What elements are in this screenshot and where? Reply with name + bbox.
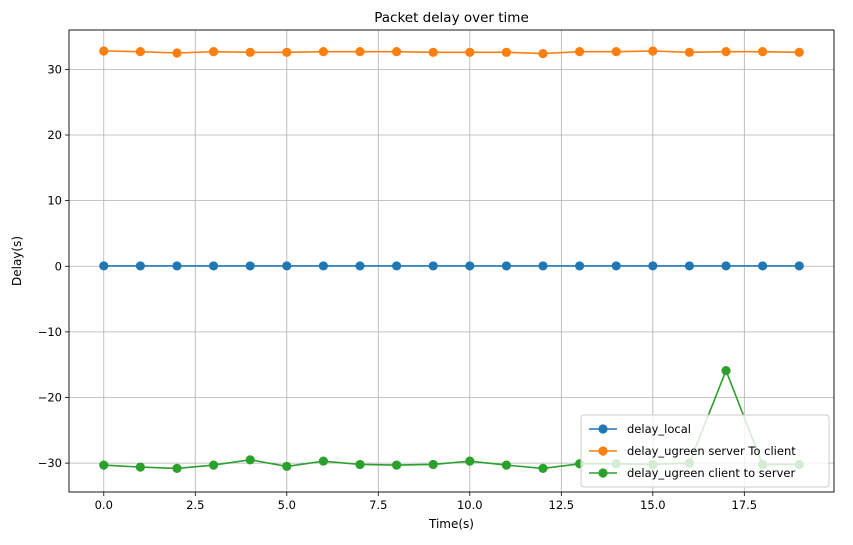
legend-marker — [598, 446, 608, 456]
data-point — [282, 261, 292, 271]
y-tick-label: 0 — [55, 259, 62, 273]
data-point — [721, 261, 731, 271]
data-point — [794, 47, 804, 57]
data-point — [135, 462, 145, 472]
data-point — [282, 461, 292, 472]
data-point — [208, 261, 219, 271]
data-point — [99, 46, 109, 56]
legend-item: delay_local — [589, 422, 691, 436]
data-point — [684, 261, 695, 271]
data-point — [428, 47, 438, 57]
data-point — [245, 455, 255, 465]
data-point — [208, 47, 219, 57]
data-point — [99, 460, 109, 470]
data-point — [758, 47, 768, 57]
data-point — [538, 49, 548, 59]
data-point — [684, 47, 695, 57]
data-point — [391, 460, 402, 470]
data-point — [465, 261, 475, 271]
series-line — [103, 50, 800, 55]
data-point — [245, 47, 255, 57]
data-point — [391, 47, 402, 57]
legend-marker — [598, 468, 608, 478]
data-point — [721, 365, 731, 376]
data-point — [318, 456, 328, 466]
data-point — [208, 460, 219, 470]
data-point — [501, 460, 512, 470]
x-tick-label: 0.0 — [95, 498, 113, 512]
data-point — [428, 459, 438, 470]
legend-label: delay_local — [627, 422, 691, 436]
x-axis-label: Time(s) — [428, 517, 474, 531]
data-point — [794, 261, 804, 271]
data-point — [99, 261, 109, 271]
data-point — [465, 456, 475, 466]
x-tick-label: 17.5 — [732, 498, 758, 512]
grid — [69, 30, 834, 492]
y-tick-label: −10 — [38, 325, 62, 339]
y-tick-label: 10 — [47, 194, 62, 208]
data-point — [172, 48, 182, 58]
data-point — [355, 261, 365, 271]
y-tick-label: 20 — [47, 128, 62, 142]
legend-item: delay_ugreen client to server — [589, 466, 795, 480]
data-point — [721, 47, 731, 57]
series-1 — [99, 261, 804, 271]
x-tick-label: 10.0 — [457, 498, 483, 512]
data-point — [245, 261, 255, 271]
data-point — [575, 47, 585, 57]
data-point — [355, 459, 365, 470]
x-tick-label: 5.0 — [278, 498, 296, 512]
data-point — [391, 261, 402, 271]
data-point — [758, 261, 768, 271]
y-axis-label: Delay(s) — [10, 236, 24, 286]
y-tick-label: −20 — [38, 391, 62, 405]
data-point — [648, 261, 658, 271]
legend-marker — [598, 424, 608, 434]
data-point — [318, 47, 328, 57]
data-point — [538, 261, 548, 271]
y-tick-label: −30 — [38, 456, 62, 470]
x-tick-label: 12.5 — [549, 498, 575, 512]
legend: delay_local delay_ugreen server To client… — [580, 414, 830, 488]
plot-frame — [68, 29, 835, 493]
data-point — [611, 261, 621, 271]
data-point — [501, 47, 512, 57]
data-point — [428, 261, 438, 271]
data-point — [172, 463, 182, 473]
x-tick-label: 15.0 — [640, 498, 666, 512]
data-point — [501, 261, 512, 271]
legend-item: delay_ugreen server To client — [589, 444, 796, 458]
chart-title: Packet delay over time — [374, 10, 529, 26]
y-tick-label: 30 — [47, 62, 62, 76]
data-point — [282, 47, 292, 57]
data-point — [648, 46, 658, 56]
data-point — [575, 261, 585, 271]
data-point — [135, 261, 145, 271]
x-tick-label: 2.5 — [186, 498, 204, 512]
data-point — [135, 47, 145, 57]
x-tick-label: 7.5 — [369, 498, 387, 512]
legend-label: delay_ugreen client to server — [627, 466, 795, 480]
ticks: 0.0 2.5 5.0 7.5 10.0 12.5 15.0 17.5 −30 −20 −10 0 10… — [38, 62, 757, 512]
series-2 — [99, 46, 804, 59]
data-point — [611, 47, 621, 57]
legend-label: delay_ugreen server To client — [627, 444, 796, 458]
data-point — [538, 463, 548, 473]
data-point — [355, 47, 365, 57]
data-point — [465, 47, 475, 57]
legend-box — [580, 414, 830, 488]
data-point — [172, 261, 182, 271]
data-point — [318, 261, 328, 271]
